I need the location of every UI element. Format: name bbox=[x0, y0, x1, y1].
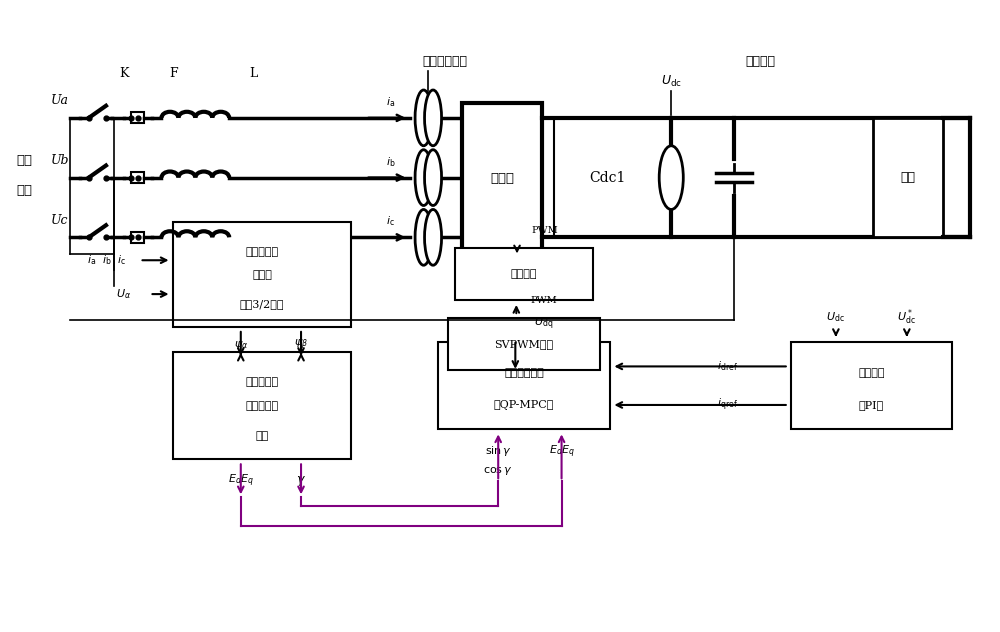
Text: 虚拟电网磁: 虚拟电网磁 bbox=[245, 246, 279, 257]
Bar bbox=[173, 222, 351, 327]
Text: 负载: 负载 bbox=[901, 171, 916, 184]
Ellipse shape bbox=[659, 146, 683, 209]
Text: Uc: Uc bbox=[51, 214, 69, 227]
Ellipse shape bbox=[415, 90, 432, 146]
Text: $\gamma$: $\gamma$ bbox=[296, 474, 306, 489]
Bar bbox=[131, 232, 144, 243]
Ellipse shape bbox=[425, 90, 442, 146]
Ellipse shape bbox=[425, 209, 442, 265]
Text: PWM: PWM bbox=[532, 226, 558, 235]
Text: 驱动电路: 驱动电路 bbox=[511, 269, 537, 279]
Bar bbox=[873, 118, 943, 238]
Text: $i_{\rm dref}$: $i_{\rm dref}$ bbox=[717, 360, 737, 374]
Text: $i_{\rm a}$: $i_{\rm a}$ bbox=[386, 95, 395, 109]
Text: $U_{\rm dq}$: $U_{\rm dq}$ bbox=[534, 316, 553, 332]
Text: 交流: 交流 bbox=[16, 154, 32, 167]
Ellipse shape bbox=[415, 150, 432, 205]
Text: 电网: 电网 bbox=[16, 184, 32, 197]
Bar bbox=[455, 248, 593, 300]
Text: SVPWM调制: SVPWM调制 bbox=[494, 339, 553, 349]
Text: $\psi_{\alpha}$: $\psi_{\alpha}$ bbox=[234, 339, 248, 351]
Text: 采样电压: 采样电压 bbox=[746, 54, 776, 68]
Text: $i_{\rm a}$  $i_{\rm b}$  $i_{\rm c}$: $i_{\rm a}$ $i_{\rm b}$ $i_{\rm c}$ bbox=[87, 253, 126, 267]
Text: 链估计: 链估计 bbox=[252, 270, 272, 280]
Text: （QP-MPC）: （QP-MPC） bbox=[494, 400, 554, 410]
Text: $i_{\rm b}$: $i_{\rm b}$ bbox=[386, 155, 395, 169]
Text: 构，磁链角: 构，磁链角 bbox=[245, 401, 279, 411]
Text: K: K bbox=[119, 66, 128, 80]
Bar bbox=[791, 342, 952, 430]
Ellipse shape bbox=[415, 209, 432, 265]
Bar bbox=[448, 318, 600, 370]
Text: 变流器: 变流器 bbox=[490, 172, 514, 185]
Text: $U_{\alpha}$: $U_{\alpha}$ bbox=[116, 287, 131, 301]
Text: Ub: Ub bbox=[51, 154, 69, 167]
Text: Ua: Ua bbox=[51, 94, 69, 107]
Text: （PI）: （PI） bbox=[859, 400, 884, 410]
Ellipse shape bbox=[425, 150, 442, 205]
Text: $U_{\rm dc}$: $U_{\rm dc}$ bbox=[661, 73, 682, 88]
Text: 估计: 估计 bbox=[255, 431, 269, 441]
Text: $\cos\gamma$: $\cos\gamma$ bbox=[483, 465, 513, 477]
Text: PWM: PWM bbox=[531, 296, 558, 305]
Text: Cdc1: Cdc1 bbox=[589, 171, 626, 185]
Text: $\sin\gamma$: $\sin\gamma$ bbox=[485, 444, 512, 458]
Text: $\psi_{\beta}$: $\psi_{\beta}$ bbox=[294, 337, 308, 352]
Text: 模型预测控制: 模型预测控制 bbox=[504, 368, 544, 377]
Text: 电压外环: 电压外环 bbox=[858, 368, 885, 377]
Text: L: L bbox=[249, 66, 257, 80]
Text: F: F bbox=[169, 66, 178, 80]
Text: $E_d E_q$: $E_d E_q$ bbox=[228, 473, 254, 489]
Text: 电流3/2变换: 电流3/2变换 bbox=[240, 299, 284, 309]
Bar bbox=[131, 172, 144, 183]
Bar bbox=[173, 352, 351, 459]
Text: 电网电压重: 电网电压重 bbox=[245, 377, 279, 387]
Text: 采样电流信号: 采样电流信号 bbox=[423, 54, 468, 68]
Bar bbox=[462, 103, 542, 254]
Text: $U_{\rm dc}^*$: $U_{\rm dc}^*$ bbox=[897, 307, 916, 327]
Text: $i_{\rm qref}$: $i_{\rm qref}$ bbox=[717, 397, 737, 413]
Text: $E_d E_q$: $E_d E_q$ bbox=[549, 443, 575, 459]
Bar bbox=[131, 112, 144, 123]
Bar bbox=[438, 342, 610, 430]
Text: $U_{\rm dc}$: $U_{\rm dc}$ bbox=[826, 310, 845, 324]
Text: $i_{\rm c}$: $i_{\rm c}$ bbox=[386, 214, 395, 228]
